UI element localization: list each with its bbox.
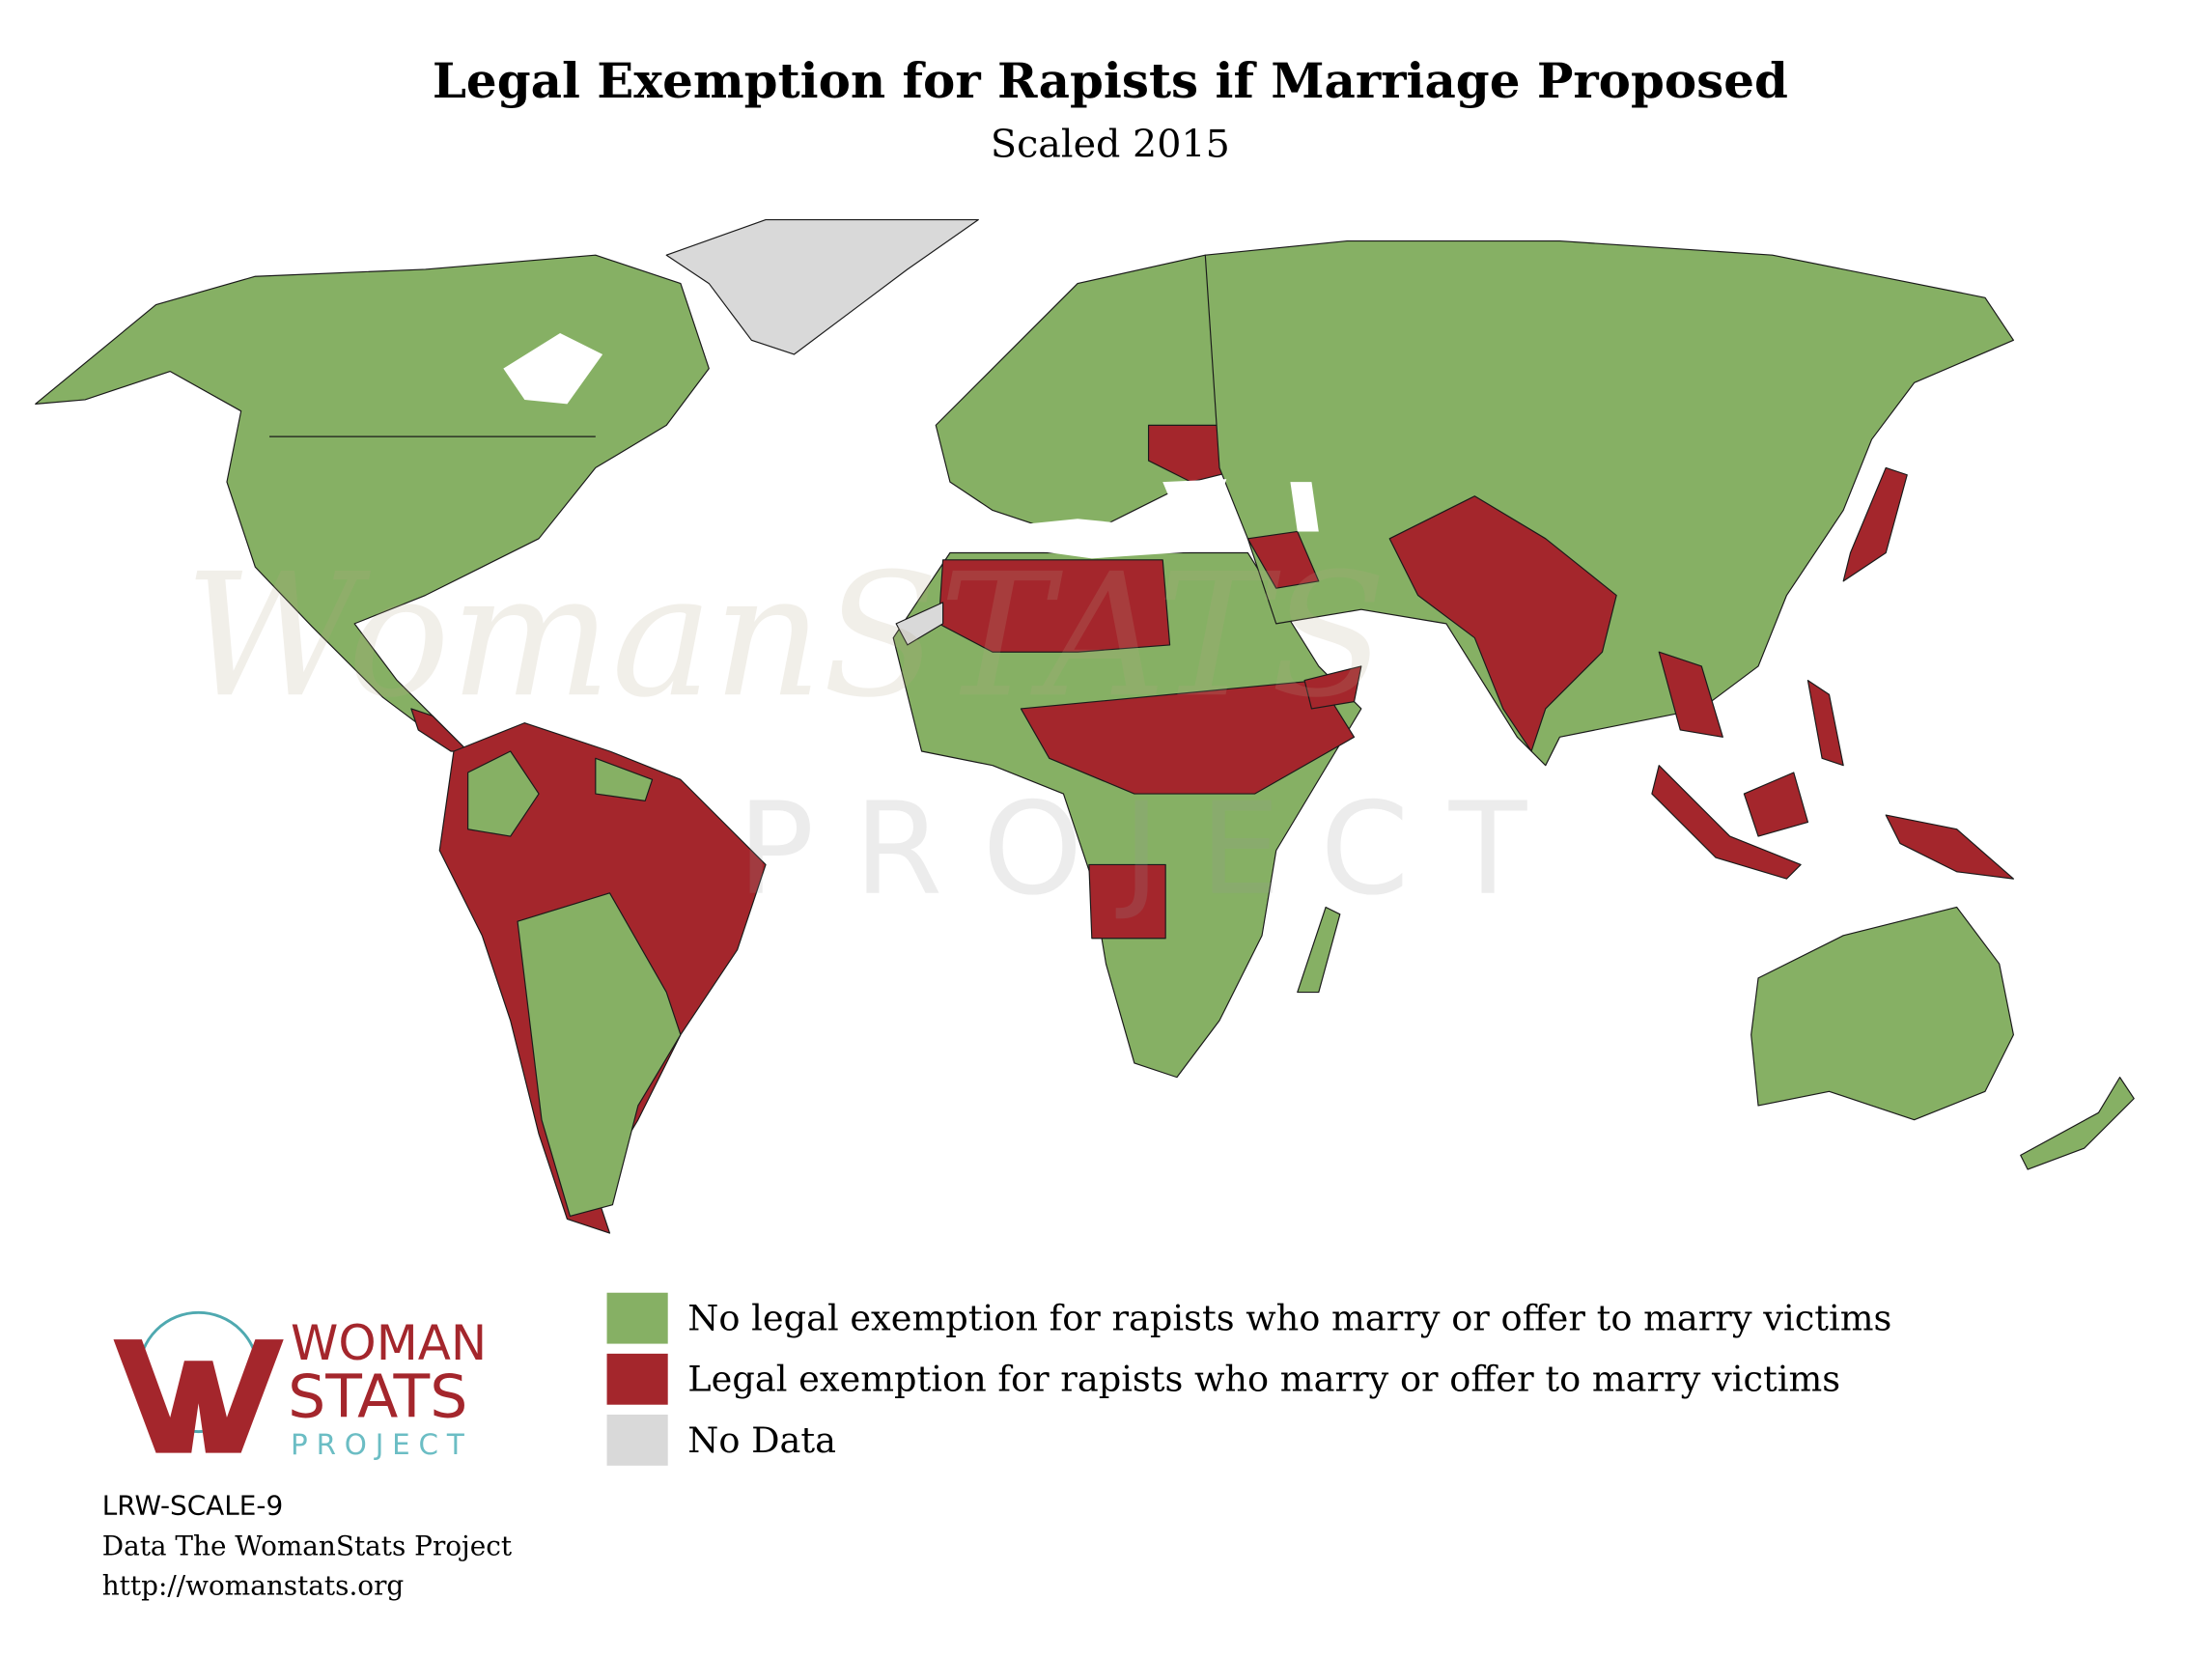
southern-cone xyxy=(517,892,682,1218)
legend: No legal exemption for rapists who marry… xyxy=(606,1292,1891,1466)
guianas xyxy=(595,757,654,801)
logo: WOMAN STATS PROJECT xyxy=(113,1310,487,1461)
watermark-text: PROJECT xyxy=(738,775,1567,924)
south-asia-red xyxy=(1388,495,1617,752)
watermark: WomanSTATS PROJECT xyxy=(184,536,1567,924)
legend-label: No Data xyxy=(687,1419,836,1461)
legend-label: No legal exemption for rapists who marry… xyxy=(687,1298,1891,1339)
madagascar xyxy=(1297,906,1341,994)
new-zealand xyxy=(2020,1077,2135,1170)
australia xyxy=(1750,906,2014,1121)
angola xyxy=(1088,863,1166,940)
caspian-sea xyxy=(1290,482,1319,532)
greenland xyxy=(665,218,979,355)
footer-text: LRW-SCALE-9 xyxy=(102,1489,283,1521)
logo-mark xyxy=(113,1339,284,1453)
new-guinea xyxy=(1885,814,2014,880)
iraq-syria xyxy=(1246,530,1320,589)
mediterranean xyxy=(993,519,1219,559)
logo-text: PROJECT xyxy=(291,1428,473,1461)
title: Legal Exemption for Rapists if Marriage … xyxy=(433,52,1788,109)
footer-text: http://womanstats.org xyxy=(102,1570,405,1602)
watermark-text: WomanSTATS xyxy=(184,536,1386,735)
logo-text: WOMAN xyxy=(291,1315,487,1371)
legend-swatch xyxy=(606,1292,668,1344)
western-sahara xyxy=(895,602,944,646)
logo-text: STATS xyxy=(288,1362,467,1431)
indonesia xyxy=(1651,765,1802,880)
legend-swatch xyxy=(606,1353,668,1405)
legend-swatch xyxy=(606,1414,668,1466)
asia xyxy=(1204,239,2014,767)
philippines xyxy=(1806,680,1844,767)
legend-label: Legal exemption for rapists who marry or… xyxy=(687,1359,1840,1400)
colombia xyxy=(467,750,540,837)
footer-text: Data The WomanStats Project xyxy=(102,1530,512,1561)
yemen xyxy=(1303,665,1362,710)
japan xyxy=(1842,466,1908,582)
black-sea xyxy=(1162,479,1227,499)
world-map xyxy=(35,218,2135,1234)
borneo xyxy=(1743,772,1809,837)
hudson-bay xyxy=(503,332,603,405)
thailand xyxy=(1658,651,1723,738)
subtitle: Scaled 2015 xyxy=(991,123,1230,167)
